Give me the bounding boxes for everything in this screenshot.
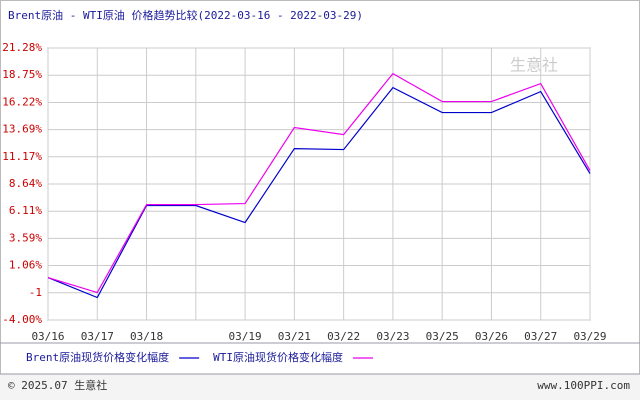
y-tick-label: 18.75% [2,68,42,81]
y-tick-label: 1.06% [9,259,42,272]
y-tick-label: 11.17% [2,150,42,163]
x-tick-label: 03/21 [278,330,311,343]
x-tick-label: 03/17 [81,330,114,343]
x-tick-label: 03/29 [573,330,606,343]
footer-left: © 2025.07 生意社 [8,378,107,392]
y-tick-label: 6.11% [9,204,42,217]
footer-right: www.100PPI.com [537,379,630,392]
legend-label: Brent原油现货价格变化幅度 [26,350,169,364]
y-tick-label: -4.00% [2,313,42,326]
y-tick-label: 13.69% [2,123,42,136]
chart-title: Brent原油 - WTI原油 价格趋势比较(2022-03-16 - 2022… [8,8,363,22]
x-tick-label: 03/25 [426,330,459,343]
x-tick-label: 03/23 [376,330,409,343]
footer-bg [0,374,640,400]
x-tick-label: 03/22 [327,330,360,343]
series-line [47,72,591,294]
series-line [47,86,591,299]
watermark: 生意社 [510,56,558,75]
x-tick-label: 03/18 [130,330,163,343]
y-tick-label: 21.28% [2,41,42,54]
y-tick-label: -1 [29,286,42,299]
y-tick-label: 3.59% [9,231,42,244]
x-tick-label: 03/26 [475,330,508,343]
x-tick-label: 03/27 [524,330,557,343]
legend-label: WTI原油现货价格变化幅度 [213,350,343,364]
y-tick-label: 8.64% [9,177,42,190]
y-tick-label: 16.22% [2,95,42,108]
x-tick-label: 03/16 [31,330,64,343]
x-tick-label: 03/19 [229,330,262,343]
